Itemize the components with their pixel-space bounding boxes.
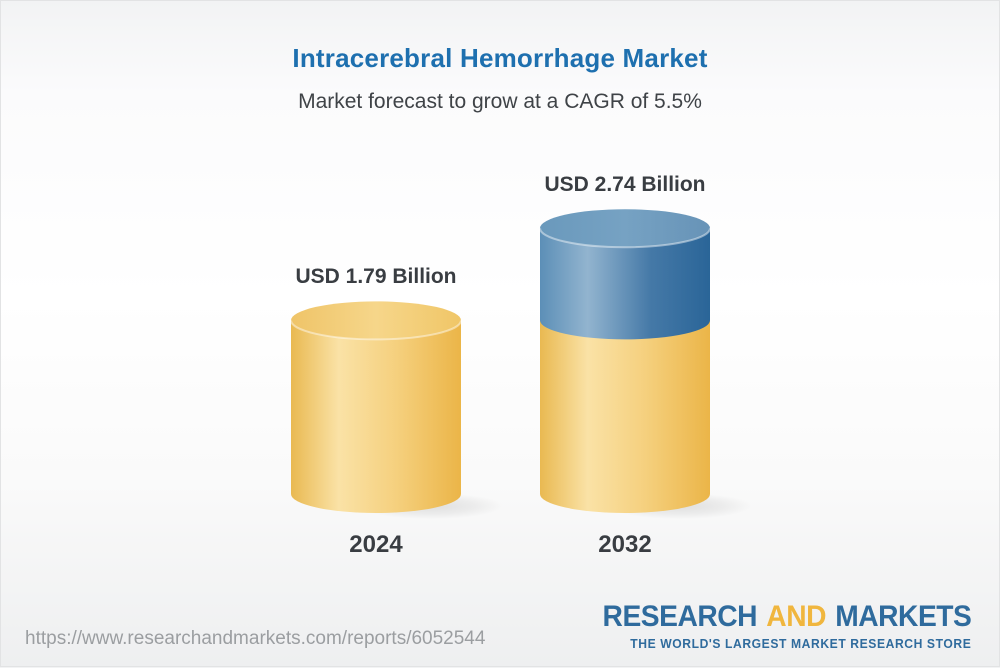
bar-value-label-2032: USD 2.74 Billion — [544, 173, 706, 197]
base-segment — [540, 320, 710, 513]
growth-segment — [540, 228, 710, 340]
chart-header: Intracerebral Hemorrhage Market Market f… — [1, 1, 999, 114]
base-segment — [291, 320, 461, 513]
bar-category-label-2024: 2024 — [349, 531, 403, 558]
logo-word-and: AND — [765, 599, 826, 633]
report-url-link[interactable]: https://www.researchandmarkets.com/repor… — [25, 628, 486, 649]
cylinder-top — [290, 301, 462, 341]
cylinder-top — [539, 209, 711, 249]
chart-title: Intracerebral Hemorrhage Market — [292, 43, 708, 73]
bar-category-label-2032: 2032 — [598, 531, 652, 558]
logo-tagline: THE WORLD'S LARGEST MARKET RESEARCH STOR… — [629, 636, 971, 651]
logo-word-research: RESEARCH — [602, 599, 757, 633]
bar-2024 — [290, 301, 503, 519]
logo-word-markets: MARKETS — [834, 599, 972, 633]
logo-wordmark: RESEARCH AND MARKETS — [602, 599, 972, 633]
research-and-markets-logo[interactable]: RESEARCH AND MARKETS THE WORLD'S LARGEST… — [579, 599, 972, 651]
bar-2032 — [539, 209, 752, 519]
bar-value-label-2024: USD 1.79 Billion — [295, 265, 457, 289]
chart-subtitle: Market forecast to grow at a CAGR of 5.5… — [298, 90, 702, 113]
